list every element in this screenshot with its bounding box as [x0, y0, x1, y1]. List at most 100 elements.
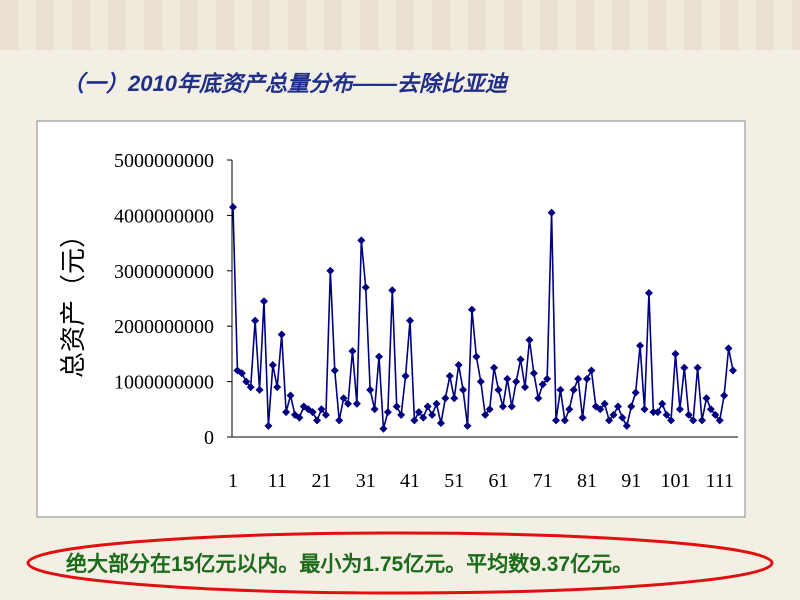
data-point — [321, 410, 330, 419]
data-point — [578, 413, 587, 422]
x-tick-label: 91 — [621, 470, 641, 492]
data-point — [330, 366, 339, 375]
data-point — [405, 316, 414, 325]
data-point — [229, 203, 237, 212]
data-point — [388, 286, 397, 295]
y-tick-label: 0 — [204, 427, 214, 449]
data-point — [379, 424, 388, 433]
data-point — [587, 366, 596, 375]
data-point — [636, 341, 645, 350]
data-point — [627, 402, 636, 411]
data-point — [277, 330, 286, 339]
data-point — [715, 416, 724, 425]
data-point — [529, 369, 538, 378]
x-tick-label: 1 — [228, 470, 238, 492]
slide-title: （一）2010年底资产总量分布——去除比亚迪 — [62, 71, 507, 96]
data-point — [397, 410, 406, 419]
data-point — [622, 421, 631, 430]
data-point — [631, 388, 640, 397]
x-tick-label: 101 — [660, 470, 690, 492]
data-point — [454, 360, 463, 369]
x-tick-label: 81 — [577, 470, 597, 492]
data-point — [507, 402, 516, 411]
data-point — [662, 410, 671, 419]
data-point — [618, 413, 627, 422]
data-point — [640, 405, 649, 414]
data-point — [273, 383, 282, 392]
y-tick-label: 3000000000 — [114, 261, 214, 283]
data-point — [684, 410, 693, 419]
data-point — [286, 391, 295, 400]
data-point — [268, 360, 277, 369]
data-point — [436, 419, 445, 428]
data-point — [556, 385, 565, 394]
data-point — [671, 349, 680, 358]
data-point — [565, 405, 574, 414]
data-point — [401, 372, 410, 381]
data-point — [450, 394, 459, 403]
x-tick-label: 11 — [268, 470, 287, 492]
data-point — [653, 408, 662, 417]
data-point — [711, 410, 720, 419]
data-point — [352, 399, 361, 408]
data-point — [339, 394, 348, 403]
data-point — [361, 283, 370, 292]
data-point — [658, 399, 667, 408]
y-tick-label: 5000000000 — [114, 150, 214, 172]
highlight-ellipse — [26, 531, 774, 595]
x-tick-label: 71 — [533, 470, 553, 492]
data-point — [357, 236, 366, 245]
data-point — [706, 405, 715, 414]
data-point — [419, 413, 428, 422]
x-tick-label: 51 — [444, 470, 464, 492]
x-tick-label: 21 — [311, 470, 331, 492]
data-point — [242, 377, 251, 386]
data-point — [414, 408, 423, 417]
data-point — [485, 405, 494, 414]
data-point — [348, 347, 357, 356]
data-point — [516, 355, 525, 364]
data-point — [264, 421, 273, 430]
data-point — [667, 416, 676, 425]
data-point — [326, 266, 335, 275]
data-point — [255, 385, 264, 394]
data-point — [481, 410, 490, 419]
data-point — [246, 383, 255, 392]
data-point — [366, 385, 375, 394]
data-point — [702, 394, 711, 403]
data-point — [432, 399, 441, 408]
data-point — [675, 405, 684, 414]
y-tick-label: 2000000000 — [114, 316, 214, 338]
data-point — [494, 385, 503, 394]
data-point — [569, 385, 578, 394]
data-point — [423, 402, 432, 411]
data-point — [445, 372, 454, 381]
data-point — [613, 402, 622, 411]
data-point — [237, 369, 246, 378]
data-point — [467, 305, 476, 314]
data-point — [463, 421, 472, 430]
data-point — [609, 410, 618, 419]
data-point — [512, 377, 521, 386]
data-point — [392, 402, 401, 411]
data-point — [582, 374, 591, 383]
x-tick-label: 41 — [400, 470, 420, 492]
data-point — [370, 405, 379, 414]
y-tick-label: 4000000000 — [114, 205, 214, 227]
data-point — [441, 394, 450, 403]
x-tick-label: 31 — [356, 470, 376, 492]
data-point — [596, 405, 605, 414]
data-point — [724, 344, 733, 353]
data-point — [698, 416, 707, 425]
data-point — [547, 208, 556, 217]
data-point — [600, 399, 609, 408]
data-point — [335, 416, 344, 425]
data-point — [605, 416, 614, 425]
data-point — [344, 399, 353, 408]
data-point — [574, 374, 583, 383]
data-point — [729, 366, 737, 375]
data-point — [476, 377, 485, 386]
data-point — [680, 363, 689, 372]
data-point — [428, 410, 437, 419]
